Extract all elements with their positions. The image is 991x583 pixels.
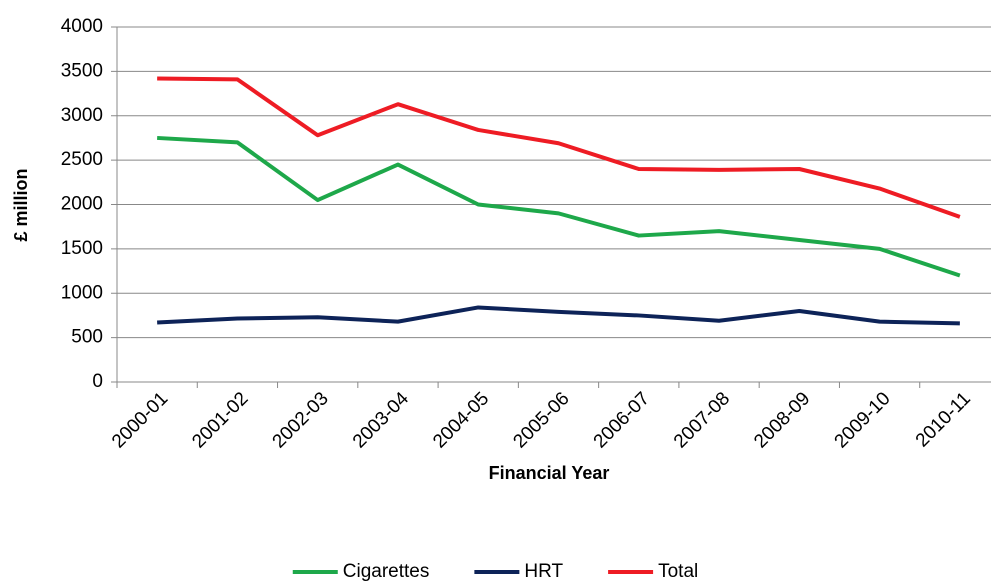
x-tick-label: 2009-10 [831,388,895,452]
x-tick-label: 2005-06 [509,388,573,452]
y-axis-title: £ million [11,168,31,241]
x-axis-title: Financial Year [489,463,610,483]
x-tick-label: 2006-07 [590,388,654,452]
legend-label: Cigarettes [343,561,430,582]
y-tick-label: 4000 [61,16,103,37]
x-tick-label: 2003-04 [349,388,413,452]
x-tick-label: 2001-02 [188,388,252,452]
data-line [157,135,961,278]
y-tick-label: 500 [71,327,103,348]
y-tick-label: 1500 [61,238,103,259]
legend-label: Total [658,561,698,582]
y-tick-label: 3000 [61,105,103,126]
y-tick-label: 0 [92,371,103,392]
x-tick-label: 2000-01 [108,388,172,452]
x-tick-label: 2010-11 [912,388,975,451]
y-tick-label: 2500 [61,149,103,170]
x-tick-label: 2004-05 [429,388,493,452]
legend-label: HRT [524,561,563,582]
data-line [157,305,960,326]
x-tick-label: 2008-09 [750,388,814,452]
data-line [157,76,961,219]
x-tick-label: 2002-03 [269,388,333,452]
y-tick-label: 1000 [61,282,103,303]
x-tick-label: 2007-08 [670,388,734,452]
y-tick-label: 2000 [61,194,103,215]
y-tick-label: 3500 [61,60,103,81]
